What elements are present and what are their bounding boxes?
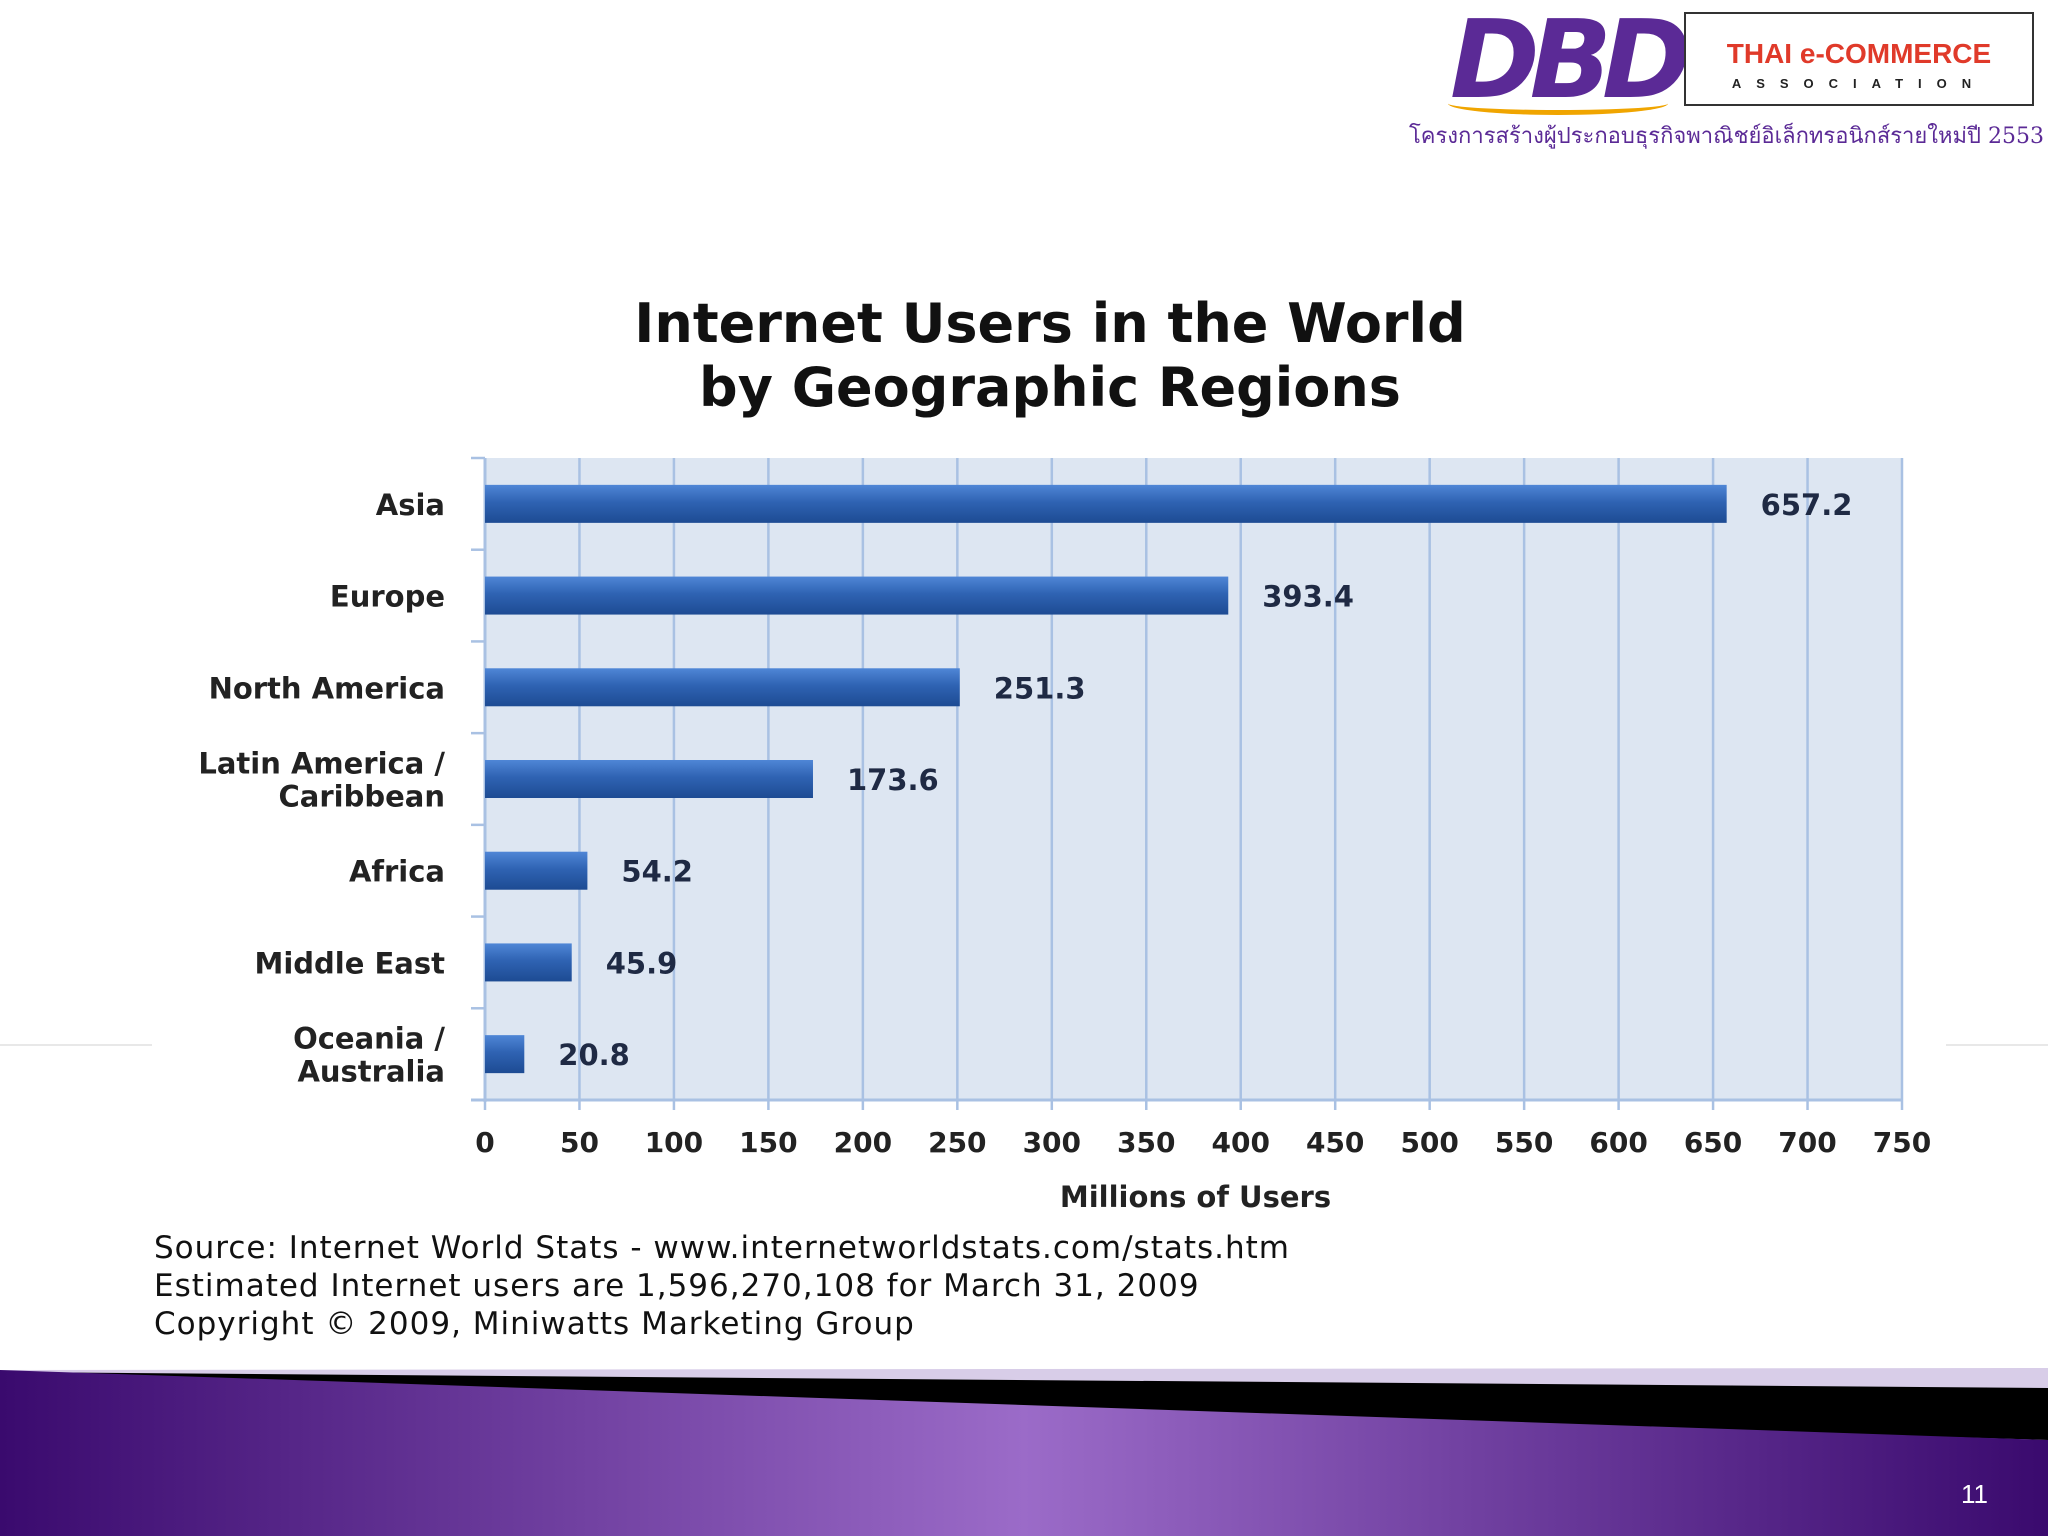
thai-ecommerce-logo: THAI e-COMMERCE ASSOCIATION [1684,12,2034,106]
category-label: Australia [297,1055,445,1089]
x-axis-title: Millions of Users [1060,1180,1331,1214]
left-rule [0,1044,152,1046]
chart-title-line-2: by Geographic Regions [699,356,1401,419]
bar [485,1035,525,1074]
category-label: Europe [330,580,445,614]
header-logos: DBD THAI e-COMMERCE ASSOCIATION โครงการส… [1409,0,2048,160]
bar [485,576,1229,615]
x-tick-label: 50 [560,1126,599,1159]
data-label: 657.2 [1761,488,1853,522]
category-label: Middle East [254,946,445,980]
association-title: THAI e-COMMERCE [1726,38,1992,69]
x-tick-label: 650 [1684,1126,1742,1159]
plot-area: 0 50 100 150 200 250 300 350 400 450 500 550 600 650 7… [198,456,1931,1214]
bar [485,484,1727,523]
right-rule [1946,1044,2048,1046]
x-tick-label: 150 [739,1126,797,1159]
category-label: Asia [376,488,445,522]
bar [485,851,588,890]
footer-band [0,1368,2048,1536]
category-label: Africa [349,855,445,889]
project-caption: โครงการสร้างผู้ประกอบธุรกิจพาณิชย์อิเล็ก… [1408,124,2044,149]
x-tick-label: 300 [1023,1126,1081,1159]
data-label: 251.3 [994,671,1086,705]
x-tick-label: 600 [1589,1126,1647,1159]
source-line-1: Source: Internet World Stats - www.inter… [154,1230,1291,1266]
category-label: Oceania / [293,1022,445,1056]
data-label: 54.2 [621,855,693,889]
x-tick-label: 750 [1873,1126,1931,1159]
bar [485,943,572,982]
category-label: Caribbean [279,780,446,814]
bar [485,760,813,798]
x-tick-label: 350 [1117,1126,1175,1159]
category-label: Latin America / [198,747,445,781]
dbd-logo-swoosh [1448,92,1668,115]
x-tick-label: 400 [1212,1126,1270,1159]
footer-band-purple [0,1370,2048,1536]
x-tick-label: 100 [645,1126,703,1159]
x-tick-label: 250 [928,1126,986,1159]
x-tick-label: 500 [1400,1126,1458,1159]
data-label: 173.6 [847,763,939,797]
x-tick-label: 450 [1306,1126,1364,1159]
x-tick-label: 0 [475,1126,494,1159]
page-number: 11 [1961,1479,1988,1509]
data-label: 393.4 [1262,580,1354,614]
source-line-3: Copyright © 2009, Miniwatts Marketing Gr… [154,1306,915,1342]
data-label: 20.8 [558,1038,630,1072]
bar [485,668,960,707]
x-tick-label: 700 [1778,1126,1836,1159]
source-line-2: Estimated Internet users are 1,596,270,1… [154,1268,1200,1304]
x-tick-label: 200 [834,1126,892,1159]
chart-title-line-1: Internet Users in the World [634,292,1466,355]
category-label: North America [209,671,445,705]
x-tick-label: 550 [1495,1126,1553,1159]
data-label: 45.9 [606,946,678,980]
association-subtitle: ASSOCIATION [1731,76,1987,91]
